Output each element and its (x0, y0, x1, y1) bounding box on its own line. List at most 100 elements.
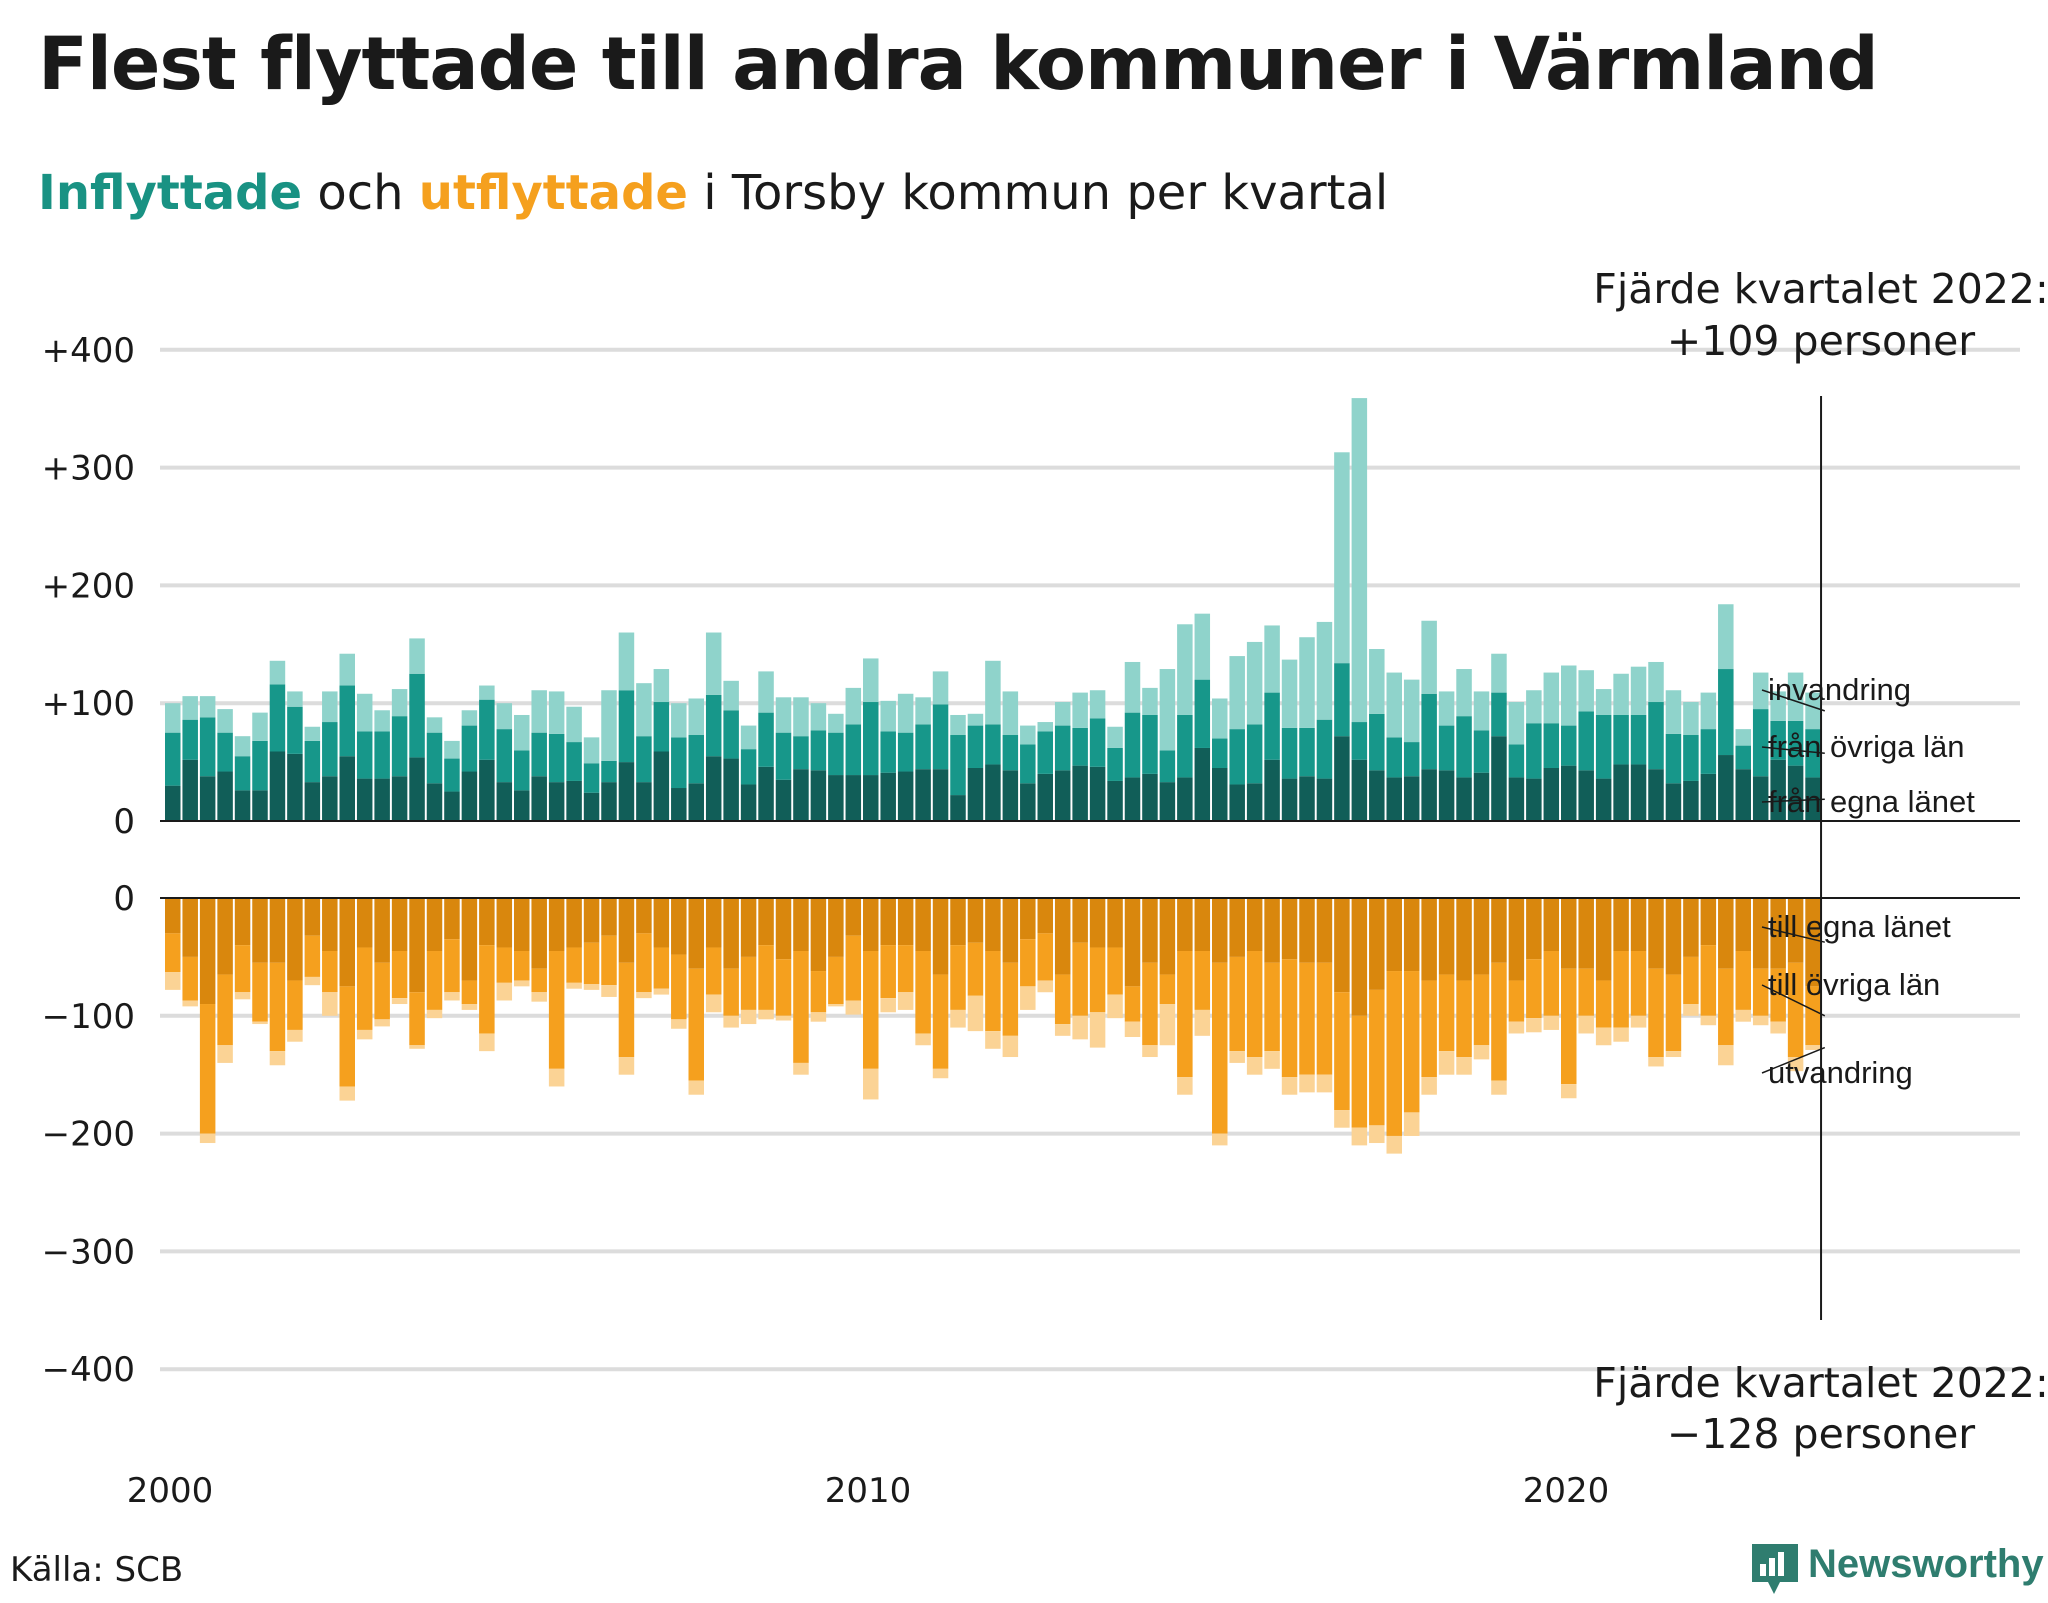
bar-segment-inflow (1107, 780, 1123, 821)
bar-segment-outflow (1002, 962, 1019, 1036)
bar-segment-outflow (618, 962, 635, 1058)
bar-segment-inflow (950, 714, 966, 736)
bar-segment-outflow (950, 945, 966, 1010)
bar-segment-outflow (1264, 898, 1280, 963)
bar-segment-inflow (1770, 720, 1786, 760)
bar-segment-inflow (1752, 672, 1769, 710)
bar-segment-outflow (182, 898, 198, 957)
bar-segment-inflow (479, 759, 495, 821)
bar-segment-outflow (1421, 1077, 1437, 1095)
y-tick-label: +200 (42, 566, 135, 606)
bar-segment-outflow (165, 898, 181, 934)
bar-segment-inflow (1142, 687, 1158, 715)
bar-segment-inflow (1264, 692, 1280, 760)
bar-segment-outflow (583, 898, 600, 943)
bar-segment-inflow (339, 756, 355, 821)
bar-segment-outflow (409, 1045, 425, 1049)
bar-segment-inflow (1124, 712, 1141, 778)
bar-segment-inflow (1089, 718, 1106, 767)
bar-segment-outflow (1316, 1074, 1333, 1093)
bar-segment-inflow (1159, 669, 1176, 751)
bar-segment-outflow (1054, 1024, 1071, 1036)
bar-segment-inflow (1456, 669, 1472, 717)
bar-segment-outflow (1787, 898, 1804, 963)
bar-segment-outflow (1526, 959, 1542, 1019)
bar-segment-outflow (740, 1009, 757, 1025)
bar-segment-inflow (304, 726, 321, 741)
bar-segment-outflow (374, 898, 390, 963)
bar-segment-outflow (391, 898, 408, 952)
bar-segment-outflow (548, 1068, 565, 1087)
annotation-bottom-line2: −128 personer (1667, 1410, 1975, 1458)
y-tick-label: +100 (42, 684, 135, 724)
bar-segment-outflow (775, 1015, 792, 1021)
bar-segment-inflow (1438, 725, 1455, 771)
bar-segment-outflow (496, 898, 513, 948)
bar-segment-inflow (1770, 759, 1786, 821)
bar-segment-inflow (1508, 744, 1525, 778)
bar-segment-inflow (1526, 723, 1542, 779)
bar-segment-inflow (1020, 783, 1036, 821)
bar-segment-inflow (618, 690, 635, 763)
bar-segment-outflow (1177, 951, 1193, 1078)
bar-segment-inflow (1787, 765, 1804, 821)
bar-segment-inflow (618, 762, 635, 821)
bar-segment-outflow (950, 1009, 966, 1028)
bar-segment-outflow (1369, 898, 1385, 990)
bar-segment-outflow (1508, 980, 1525, 1022)
bar-segment-outflow (199, 898, 216, 1005)
bar-segment-outflow (1735, 898, 1751, 952)
x-tick-label: 2010 (825, 1471, 912, 1511)
bar-segment-outflow (810, 898, 827, 972)
bar-segment-inflow (304, 782, 321, 821)
bar-segment-inflow (165, 732, 181, 786)
bar-segment-inflow (1177, 624, 1193, 715)
bar-segment-inflow (165, 703, 181, 733)
bar-segment-outflow (1473, 974, 1490, 1046)
bar-segment-inflow (566, 742, 582, 781)
bar-segment-inflow (1648, 702, 1664, 770)
bar-segment-outflow (1648, 1057, 1664, 1067)
bar-segment-inflow (985, 724, 1001, 765)
bar-segment-outflow (566, 898, 582, 948)
bar-segment-inflow (1787, 720, 1804, 766)
bar-segment-inflow (1316, 778, 1333, 821)
bar-segment-outflow (1473, 898, 1490, 975)
bar-segment-inflow (1334, 663, 1350, 737)
bar-segment-outflow (1089, 898, 1106, 948)
bar-segment-inflow (182, 696, 198, 720)
bar-segment-inflow (828, 732, 844, 776)
bar-segment-outflow (426, 951, 443, 1010)
bar-segment-inflow (1299, 727, 1315, 777)
bar-segment-inflow (1002, 770, 1019, 821)
bar-segment-outflow (880, 945, 896, 999)
bar-segment-outflow (1718, 898, 1734, 969)
bar-segment-inflow (1578, 711, 1594, 771)
bar-segment-inflow (1718, 604, 1734, 670)
bar-segment-inflow (1735, 745, 1751, 770)
bar-segment-outflow (391, 951, 408, 999)
bar-segment-outflow (1805, 986, 1821, 1046)
bar-segment-outflow (1124, 986, 1141, 1022)
bar-segment-outflow (601, 935, 617, 986)
bar-segment-outflow (1351, 898, 1368, 1016)
bar-segment-outflow (339, 1086, 355, 1101)
bar-segment-outflow (1002, 1035, 1019, 1058)
bar-segment-inflow (1700, 729, 1717, 774)
bar-segment-outflow (1403, 971, 1420, 1113)
bar-segment-outflow (165, 933, 181, 973)
bar-segment-inflow (740, 749, 757, 785)
bar-segment-outflow (1107, 947, 1123, 995)
bar-segment-inflow (531, 776, 547, 821)
bar-segment-inflow (182, 719, 198, 760)
bar-segment-inflow (322, 691, 338, 723)
bar-segment-inflow (1700, 692, 1717, 730)
bar-segment-outflow (199, 1133, 216, 1144)
bar-segment-outflow (1700, 898, 1717, 946)
bar-segment-inflow (531, 690, 547, 733)
bar-segment-inflow (1246, 641, 1263, 725)
bar-segment-outflow (985, 951, 1001, 1032)
bar-segment-outflow (1526, 1018, 1542, 1033)
bar-segment-inflow (1630, 714, 1647, 765)
bar-segment-inflow (1491, 736, 1507, 821)
